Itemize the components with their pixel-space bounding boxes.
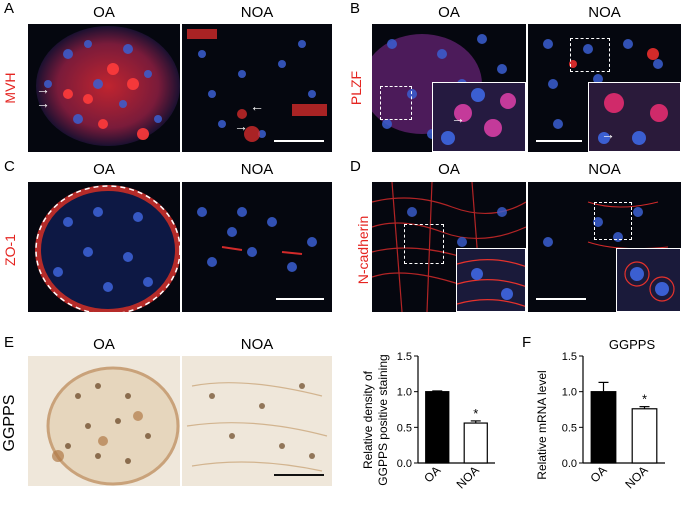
micrograph-a-noa: ← → <box>182 24 332 152</box>
micrograph-d-oa <box>372 182 526 312</box>
panel-letter-d: D <box>350 158 361 175</box>
zoom-region-b-noa <box>570 38 610 72</box>
arrow-a-noa-2: → <box>234 118 248 134</box>
zoom-region-b-oa <box>380 86 412 120</box>
scale-bar-c <box>276 298 324 300</box>
scale-bar-a <box>274 140 324 142</box>
zoom-region-d-noa <box>594 202 632 240</box>
col-label-d-noa: NOA <box>588 161 621 178</box>
row-label-ggpps: GGPPS <box>1 394 18 452</box>
micrograph-e-noa <box>182 356 332 486</box>
col-label-a-noa: NOA <box>240 4 274 21</box>
chart-f-significance-noa: * <box>642 392 647 407</box>
row-label-ncadherin: N-cadherin <box>355 215 371 285</box>
chart-f-xtick-label-oa: OA <box>587 463 609 485</box>
chart-e-ylabel-line1: Relative density of <box>361 370 375 469</box>
chart-e-significance-noa: * <box>473 406 478 421</box>
inset-d-noa <box>616 248 681 312</box>
chart-e-xtick-label-noa: NOA <box>454 463 482 491</box>
chart-f-ytick-label-2: 1.0 <box>562 387 577 399</box>
col-label-b-noa: NOA <box>588 4 621 21</box>
chart-f-ytick-label-1: 0.5 <box>562 422 577 434</box>
arrow-b-noa: → <box>601 126 615 142</box>
col-label-a-oa: OA <box>93 4 115 21</box>
chart-e-density: Relative density of GGPPS positive stain… <box>361 351 495 492</box>
chart-e-bar-noa <box>463 422 488 464</box>
inset-b-noa: → <box>588 82 681 152</box>
micrograph-c-oa <box>28 182 180 312</box>
chart-e-ytick-label-2: 1.0 <box>397 387 412 399</box>
arrow-a-noa-1: ← <box>250 98 264 114</box>
chart-e-xtick-label-oa: OA <box>421 463 443 485</box>
chart-f-ytick-label-3: 1.5 <box>562 351 577 363</box>
panel-letter-a: A <box>4 0 15 17</box>
chart-f-title: GGPPS <box>609 337 656 352</box>
row-label-plzf: PLZF <box>348 70 364 106</box>
chart-e-bar-oa <box>425 391 450 464</box>
arrow-a-oa-2: → <box>36 95 50 111</box>
scale-bar-b <box>536 140 582 142</box>
col-label-e-oa: OA <box>93 336 115 353</box>
inset-b-oa: → <box>432 82 526 152</box>
chart-f-bar-noa <box>631 408 658 464</box>
row-label-zo1: ZO-1 <box>2 234 18 266</box>
inset-d-oa <box>456 248 526 312</box>
chart-f-bar-oa <box>590 391 617 464</box>
micrograph-b-noa: → <box>528 24 681 152</box>
micrograph-a-oa: → → <box>28 24 180 152</box>
chart-e-ylabel-line2: GGPPS positive staining <box>376 354 390 485</box>
chart-e-ytick-label-3: 1.5 <box>397 351 412 363</box>
chart-f-ytick-label-0: 0.0 <box>562 458 577 470</box>
row-label-mvh: MVH <box>2 72 18 104</box>
micrograph-e-oa <box>28 356 180 486</box>
chart-e-ytick-label-1: 0.5 <box>397 422 412 434</box>
chart-e-ytick-label-0: 0.0 <box>397 458 412 470</box>
panel-letter-f: F <box>522 334 532 351</box>
chart-f-xtick-label-noa: NOA <box>622 463 650 491</box>
panel-letter-c: C <box>4 158 15 175</box>
micrograph-c-noa <box>182 182 332 312</box>
micrograph-b-oa: → <box>372 24 526 152</box>
chart-f-ylabel: Relative mRNA level <box>535 370 549 479</box>
col-label-d-oa: OA <box>438 161 460 178</box>
col-label-c-noa: NOA <box>240 161 274 178</box>
col-label-e-noa: NOA <box>240 336 274 353</box>
chart-f-mrna: GGPPS Relative mRNA level 0.0 0.5 1.0 1.5 OA… <box>535 337 665 492</box>
arrow-a-oa-1: → <box>36 81 50 97</box>
arrow-b-oa: → <box>451 110 465 126</box>
panel-letter-b: B <box>350 0 361 17</box>
zoom-region-d-oa <box>404 224 444 264</box>
panel-letter-e: E <box>4 334 15 351</box>
scale-bar-e <box>274 474 324 476</box>
micrograph-d-noa <box>528 182 681 312</box>
scale-bar-d <box>536 298 586 300</box>
col-label-b-oa: OA <box>438 4 460 21</box>
col-label-c-oa: OA <box>93 161 115 178</box>
